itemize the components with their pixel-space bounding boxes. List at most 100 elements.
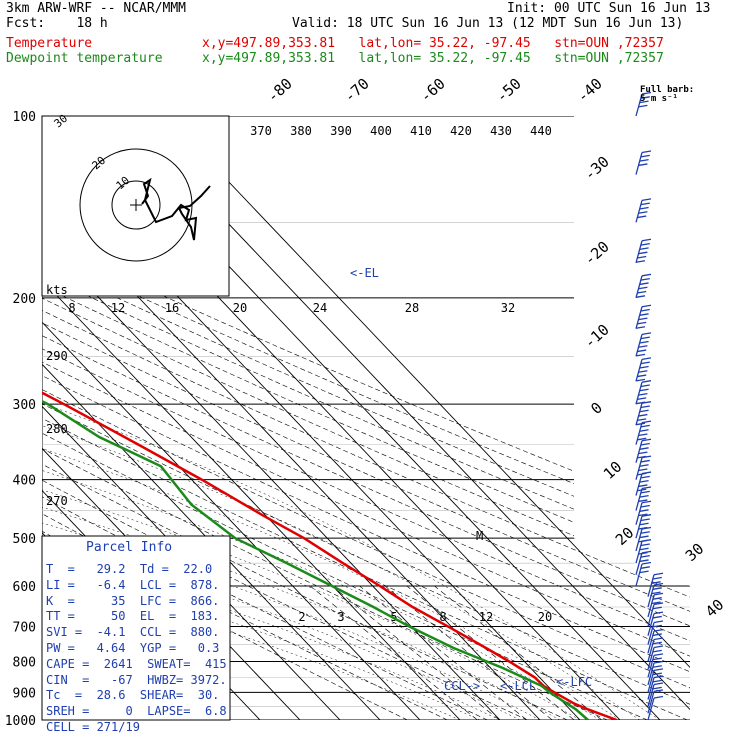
chart-annotation: <-LCL [500,679,536,693]
mixing-ratio-label: 20 [538,610,552,624]
wind-barb-feather [640,336,650,340]
wind-barb-feather [652,665,662,668]
wind-barb-feather [638,317,648,321]
wind-barb-feather [639,559,649,563]
wind-barb-feather [638,163,648,167]
wind-barb-feather [640,202,650,206]
isotherm-label: 40 [702,596,727,621]
wind-barb-feather [651,591,661,595]
pressure-tick-label: 200 [13,292,36,307]
wind-barb-feather [638,286,648,290]
dry-adiabat-line [42,116,690,720]
wind-barb [635,91,652,117]
wind-barb-feather [638,104,648,108]
wind-barb-feather [653,660,664,664]
wind-barb [635,471,652,496]
wind-barb-feather [653,637,664,641]
wind-barb-feather [653,668,664,672]
wind-barb-staff [635,275,643,298]
wind-barb [647,592,664,618]
wind-barb [635,455,652,480]
wind-barb-staff [635,552,643,576]
theta-label: 390 [330,124,352,138]
barb-legend-line1: Full barb: [640,85,695,95]
wind-barb [647,572,664,597]
isotherm-label: -40 [574,75,606,107]
wind-barb-feather [653,582,664,586]
wind-barb-staff [635,152,643,175]
wind-barb-feather [641,486,652,490]
wind-barb-feather [639,340,649,344]
dry-adiabat-line [42,116,448,720]
wind-barb-feather [653,620,664,624]
barb-legend: Full barb: 5 m s⁻¹ [640,86,694,104]
wind-barb-feather [635,378,646,382]
wind-barb-feather [652,576,662,580]
wind-barb [647,620,664,645]
wind-barb-feather [640,308,650,312]
wind-barb-feather [653,645,664,649]
wind-barb [647,668,664,693]
wind-barb [647,682,664,707]
wind-barb [635,500,652,525]
wind-barb-feather [640,566,650,569]
wind-barb-feather [640,459,650,463]
temperature-profile [42,116,618,720]
parcel-info-row: T = 29.2 Td = 22.0 [46,562,213,576]
pressure-tick-label: 600 [13,580,36,595]
wind-barb-feather [653,628,664,632]
wind-barb-feather [638,370,648,373]
dry-adiabat-line [42,116,690,720]
moist-adiabat-line [42,297,621,720]
parcel-info-row: K = 35 LFC = 866. [46,593,220,608]
wind-barb-feather [653,602,664,606]
dry-adiabat-line [42,116,690,720]
wind-barb-feather [639,388,649,392]
barb-legend-line2: 5 m s⁻¹ [640,94,678,104]
wind-barb-feather [653,572,664,576]
wind-barb-feather [637,418,647,422]
wind-barb-feather [652,633,662,637]
wind-barb [635,304,652,329]
wind-barb-feather [637,321,647,325]
wind-barb-feather [641,438,652,442]
mixing-ratio-line [406,585,575,720]
wind-barb-feather [638,513,648,517]
pressure-tick-label: 900 [13,686,36,701]
wind-barb-feather [639,522,649,526]
chart-annotation: M [476,529,483,543]
pressure-tick-label: 700 [13,620,36,635]
wind-barb-feather [640,475,650,479]
pressure-tick-label: 400 [13,474,36,489]
wind-barb-feather [641,198,652,202]
dry-adiabat-line [42,116,690,720]
wind-barb-staff [635,200,643,223]
isotherm-label: -70 [341,75,373,107]
hodograph-unit: kts [46,283,68,297]
wind-barb-feather [652,606,662,610]
wind-barb-feather [639,429,649,432]
chart-annotation: <-EL [350,266,379,280]
wind-barb [647,628,664,654]
wind-barb-feather [639,282,649,286]
wind-barb-feather [640,424,650,428]
hodograph-ring [111,180,161,230]
theta-label: 430 [490,124,512,138]
wind-barb-feather [638,468,648,472]
isotherm-label: -50 [493,75,525,107]
wind-barb-feather [639,535,649,539]
wind-barb [647,611,664,636]
wind-barb-staff [635,240,643,263]
wind-barb-feather [640,277,650,281]
wind-barb-feather [652,649,662,653]
wind-barb-feather [640,504,650,508]
wind-barb-feather [638,539,648,543]
mixing-ratio-line [309,585,478,720]
wind-barb-feather [640,554,650,558]
valid-time: Valid: 18 UTC Sun 16 Jun 13 (12 MDT Sun … [292,16,684,31]
wind-barb-feather [652,686,662,690]
wind-barb-feather [652,657,662,661]
wind-barb-feather [639,509,649,512]
wind-barb-feather [653,675,664,679]
dry-adiabat-line [42,116,608,720]
